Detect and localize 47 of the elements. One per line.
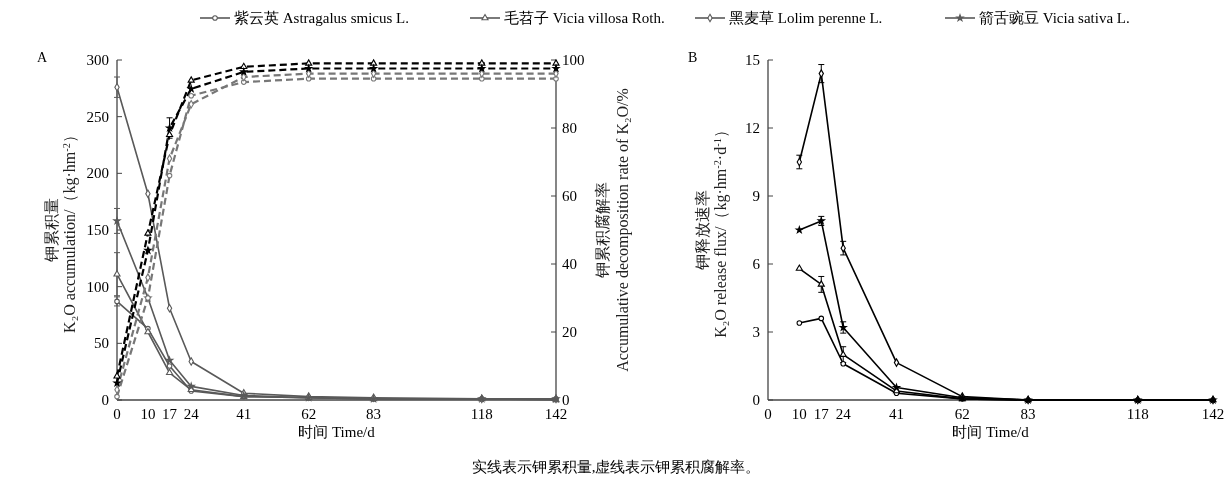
x-tick-label: 118 bbox=[1126, 406, 1149, 422]
y2-tick-label: 60 bbox=[562, 188, 577, 204]
x-tick-label: 41 bbox=[888, 406, 904, 422]
y-tick-label: 100 bbox=[86, 278, 109, 295]
x-axis-title: 时间 Time/d bbox=[298, 424, 376, 440]
y-tick-label: 0 bbox=[752, 392, 760, 408]
legend-label: 黑麦草 Lolim perenne L. bbox=[729, 10, 883, 26]
legend-label: 毛苕子 Vicia villosa Roth. bbox=[504, 10, 665, 26]
x-tick-label: 118 bbox=[470, 406, 493, 422]
x-tick-label: 10 bbox=[791, 406, 807, 422]
y-tick-label: 9 bbox=[752, 188, 760, 204]
y-tick-label: 0 bbox=[101, 392, 109, 408]
chart-title: A bbox=[37, 50, 48, 65]
x-tick-label: 17 bbox=[162, 406, 178, 422]
y2-tick-label: 20 bbox=[562, 324, 577, 340]
x-axis-title: 时间 Time/d bbox=[952, 424, 1030, 440]
y2-tick-label: 100 bbox=[562, 52, 585, 68]
y-tick-label: 6 bbox=[752, 256, 761, 272]
legend-label: 箭舌豌豆 Vicia sativa L. bbox=[979, 10, 1130, 26]
y2-tick-label: 40 bbox=[562, 256, 577, 272]
chart-title: B bbox=[688, 50, 698, 65]
x-tick-label: 17 bbox=[813, 406, 830, 422]
y2-axis-title: 钾累积腐解率 Accumulative decomposition rate of K₂O/% bbox=[594, 88, 632, 372]
y-tick-label: 150 bbox=[86, 222, 109, 238]
x-tick-label: 0 bbox=[764, 406, 772, 422]
y-tick-label: 50 bbox=[94, 335, 109, 352]
y-tick-label: 12 bbox=[745, 120, 760, 136]
legend-label: 紫云英 Astragalus smicus L. bbox=[234, 10, 409, 26]
y-tick-label: 3 bbox=[752, 324, 760, 340]
y2-tick-label: 0 bbox=[562, 392, 570, 408]
x-tick-label: 62 bbox=[954, 406, 970, 422]
y2-tick-label: 80 bbox=[562, 120, 577, 136]
y-tick-label: 15 bbox=[745, 52, 760, 68]
text: 实线表示钾累积量,虚线表示钾累积腐解率。 bbox=[471, 459, 761, 475]
x-tick-label: 62 bbox=[301, 406, 317, 422]
y-tick-label: 300 bbox=[86, 52, 109, 68]
x-tick-label: 24 bbox=[835, 406, 852, 422]
x-tick-label: 142 bbox=[544, 406, 568, 422]
x-tick-label: 41 bbox=[236, 406, 252, 422]
y-tick-label: 250 bbox=[86, 108, 109, 125]
y-tick-label: 200 bbox=[86, 165, 109, 182]
x-tick-label: 10 bbox=[140, 406, 156, 422]
x-tick-label: 83 bbox=[366, 406, 382, 422]
x-tick-label: 0 bbox=[113, 406, 121, 422]
x-tick-label: 24 bbox=[183, 406, 200, 422]
x-tick-label: 142 bbox=[1201, 406, 1225, 422]
x-tick-label: 83 bbox=[1020, 406, 1036, 422]
